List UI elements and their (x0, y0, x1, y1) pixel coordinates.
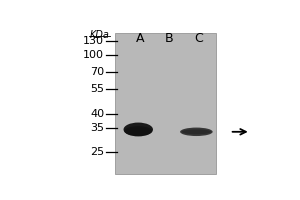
Ellipse shape (124, 126, 152, 136)
Text: 70: 70 (90, 67, 104, 77)
Text: A: A (136, 32, 144, 45)
Bar (115, 33, 216, 174)
Ellipse shape (180, 128, 213, 136)
Text: 35: 35 (90, 123, 104, 133)
Text: 25: 25 (90, 147, 104, 157)
Ellipse shape (182, 129, 211, 134)
Ellipse shape (126, 128, 151, 135)
Text: 100: 100 (83, 50, 104, 60)
Text: B: B (165, 32, 174, 45)
Text: C: C (194, 32, 203, 45)
Text: 40: 40 (90, 109, 104, 119)
Text: 55: 55 (90, 84, 104, 94)
Ellipse shape (124, 123, 153, 136)
Text: 130: 130 (83, 36, 104, 46)
Text: KDa: KDa (90, 30, 110, 40)
